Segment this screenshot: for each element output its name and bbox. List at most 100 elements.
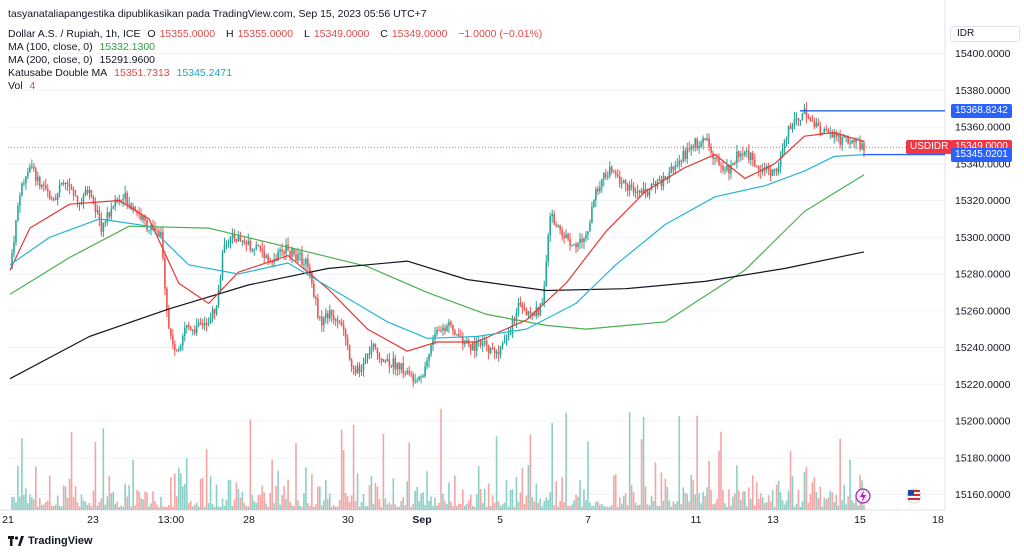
- volume-bar: [644, 486, 647, 510]
- candle-body: [273, 259, 275, 263]
- candle-body: [718, 158, 720, 166]
- volume-bar: [74, 486, 77, 510]
- volume-bar: [257, 495, 260, 510]
- candle-body: [849, 143, 851, 145]
- candle-body: [456, 334, 458, 336]
- volume-bar: [332, 505, 335, 510]
- volume-bar: [487, 483, 490, 510]
- volume-bar: [416, 486, 418, 510]
- candle-body: [807, 116, 810, 118]
- volume-bar: [378, 499, 381, 510]
- volume-bar: [819, 486, 822, 510]
- price-tick-label: 15240.0000: [955, 342, 1011, 354]
- candle-body: [845, 136, 847, 138]
- level-badge-lower: 15345.0201: [951, 147, 1012, 162]
- volume-bar: [521, 467, 524, 510]
- volume-bar: [82, 500, 85, 510]
- volume-bar: [612, 475, 615, 510]
- candle-body: [183, 327, 186, 337]
- volume-bar: [497, 501, 500, 510]
- candle-body: [497, 351, 500, 355]
- indicator-value: 15291.9600: [99, 54, 156, 66]
- volume-bar: [581, 506, 583, 510]
- volume-bar: [436, 505, 438, 510]
- candle-body: [215, 305, 218, 314]
- volume-bar: [265, 503, 267, 510]
- volume-bar: [601, 503, 603, 510]
- volume-bar: [744, 491, 746, 510]
- volume-bar: [154, 500, 156, 510]
- volume-bar: [400, 500, 403, 510]
- indicator-katusabe[interactable]: Katusabe Double MA 15351.7313 15345.2471: [8, 67, 236, 79]
- volume-bar: [404, 505, 407, 510]
- volume-bar: [811, 482, 814, 510]
- candle-body: [563, 235, 565, 238]
- volume-bar: [473, 506, 476, 510]
- volume-bar: [749, 498, 752, 510]
- volume-bar: [130, 506, 132, 510]
- candle-body: [761, 169, 764, 172]
- volume-bar: [837, 505, 839, 510]
- time-axis[interactable]: 21 23 13:00 28 30 Sep 5 7 11 13 15 18: [2, 514, 944, 526]
- high-value: 15355.0000: [237, 28, 294, 40]
- candle-body: [716, 158, 718, 160]
- volume-bar: [253, 501, 256, 510]
- candle-body: [336, 319, 339, 322]
- candle-body: [841, 137, 843, 145]
- volume-bar: [853, 502, 855, 510]
- candle-body: [539, 304, 542, 316]
- candle-body: [40, 184, 43, 187]
- candle-body: [106, 212, 109, 222]
- candle-body: [44, 185, 47, 189]
- volume-bar: [855, 498, 857, 510]
- indicator-ma200[interactable]: MA (200, close, 0) 15291.9600: [8, 54, 159, 66]
- volume-bar: [781, 500, 784, 510]
- volume-bar: [183, 483, 186, 510]
- candle-body: [817, 122, 820, 126]
- volume-bar: [19, 496, 21, 510]
- volume-bar: [714, 503, 716, 510]
- candle-body: [573, 244, 575, 246]
- volume-bar: [346, 496, 349, 510]
- volume-bar: [726, 506, 728, 510]
- volume-bar: [539, 498, 542, 510]
- us-flag-icon[interactable]: [906, 488, 922, 504]
- candle-body: [142, 215, 144, 220]
- volume-bar: [313, 506, 315, 510]
- lightning-icon[interactable]: [855, 488, 871, 504]
- volume-bar: [767, 495, 770, 510]
- candle-body: [553, 213, 555, 225]
- candle-body: [366, 353, 369, 359]
- volume-bar: [777, 480, 780, 510]
- candle-body: [698, 146, 700, 149]
- candle-body: [356, 365, 359, 374]
- volume-bar: [267, 506, 269, 510]
- price-tick-label: 15300.0000: [955, 232, 1011, 244]
- currency-selector[interactable]: IDR: [950, 26, 1020, 42]
- volume-bar: [642, 416, 645, 510]
- volume-bar: [793, 506, 796, 510]
- candle-body: [471, 342, 474, 351]
- volume-bar: [307, 503, 309, 510]
- volume-bar: [626, 505, 629, 510]
- candle-body: [390, 366, 393, 368]
- price-axis[interactable]: 15400.000015380.000015360.000015340.0000…: [955, 48, 1011, 501]
- candle-body: [658, 179, 661, 182]
- volume-bar: [324, 479, 327, 510]
- volume-bar: [525, 495, 528, 510]
- indicator-ma100[interactable]: MA (100, close, 0) 15332.1300: [8, 41, 159, 53]
- candle-body: [180, 345, 182, 350]
- indicator-vol[interactable]: Vol 4: [8, 80, 39, 92]
- tradingview-logo[interactable]: TradingView: [8, 535, 93, 547]
- candle-body: [251, 250, 254, 252]
- candle-body: [805, 108, 808, 117]
- indicator-value: 15351.7313: [114, 67, 170, 79]
- candle-body: [217, 290, 220, 306]
- candle-body: [620, 183, 623, 185]
- volume-bar: [38, 498, 41, 510]
- volume-bar: [583, 489, 585, 510]
- candle-body: [130, 203, 132, 210]
- candle-body: [360, 369, 363, 372]
- candle-body: [751, 153, 754, 160]
